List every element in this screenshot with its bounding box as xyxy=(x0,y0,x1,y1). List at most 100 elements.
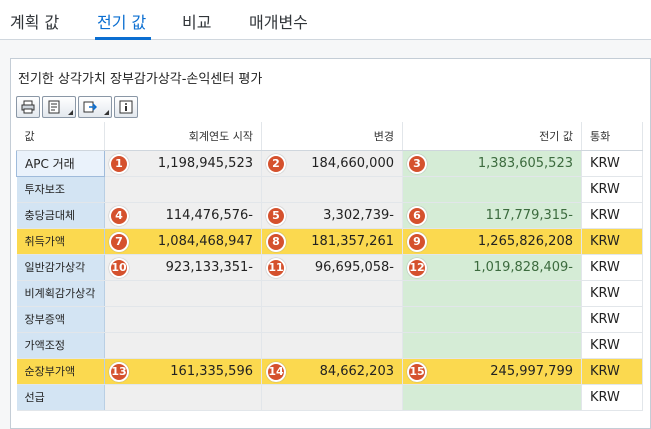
currency-cell[interactable]: KRW xyxy=(581,332,643,359)
table-row[interactable]: 취득가액 7 1,084,468,947 8 181,357,261 9 1,265,826… xyxy=(16,228,643,255)
dropdown-arrow-icon xyxy=(68,110,73,115)
layout-icon xyxy=(48,100,60,114)
change-cell[interactable] xyxy=(261,332,403,359)
table-row[interactable]: 투자보조 KRW xyxy=(16,176,643,203)
currency-cell-text: KRW xyxy=(590,285,620,301)
posted-value-cell[interactable]: 15 245,997,799 xyxy=(402,358,582,385)
print-icon xyxy=(21,100,35,114)
posted-value-cell[interactable] xyxy=(402,176,582,203)
fiscal-start-cell[interactable]: 13 161,335,596 xyxy=(104,358,262,385)
currency-cell[interactable]: KRW xyxy=(581,358,643,385)
posted-value-cell[interactable]: 9 1,265,826,208 xyxy=(402,228,582,255)
table-row[interactable]: 충당금대체 4 114,476,576- 5 3,302,739- 6 117,779,31… xyxy=(16,202,643,229)
change-cell[interactable]: 8 181,357,261 xyxy=(261,228,403,255)
row-label[interactable]: 비계획감가상각 xyxy=(16,280,105,307)
callout-number-badge: 7 xyxy=(109,231,129,252)
column-header-fiscal-start[interactable]: 회계연도 시작 xyxy=(104,122,262,151)
info-button[interactable] xyxy=(114,96,138,118)
change-cell[interactable] xyxy=(261,384,403,411)
currency-cell-text: KRW xyxy=(590,259,620,275)
row-label[interactable]: APC 거래 xyxy=(16,149,105,177)
change-cell[interactable]: 11 96,695,058- xyxy=(261,254,403,281)
row-label[interactable]: 가액조정 xyxy=(16,332,105,359)
table-row[interactable]: 장부증액 KRW xyxy=(16,306,643,333)
tab-comparison[interactable]: 비교 xyxy=(182,13,212,32)
change-cell[interactable]: 2 184,660,000 xyxy=(261,150,403,177)
posted-values-panel: 전기한 상각가치 장부감가상각-손익센터 평가 xyxy=(10,58,651,429)
export-button[interactable] xyxy=(78,96,112,118)
callout-number-badge: 14 xyxy=(266,361,286,382)
row-label-text: 취득가액 xyxy=(24,235,65,248)
currency-cell[interactable]: KRW xyxy=(581,176,643,203)
fiscal-start-cell[interactable]: 4 114,476,576- xyxy=(104,202,262,229)
posted-value-cell[interactable] xyxy=(402,384,582,411)
callout-number-badge: 10 xyxy=(109,257,129,278)
change-cell[interactable] xyxy=(261,280,403,307)
change-cell[interactable]: 14 84,662,203 xyxy=(261,358,403,385)
row-label[interactable]: 장부증액 xyxy=(16,306,105,333)
posted-value-cell-text: 117,779,315- xyxy=(485,207,573,223)
currency-cell[interactable]: KRW xyxy=(581,306,643,333)
table-row[interactable]: 가액조정 KRW xyxy=(16,332,643,359)
currency-cell[interactable]: KRW xyxy=(581,150,643,177)
change-cell-text: 84,662,203 xyxy=(319,363,394,379)
export-icon xyxy=(83,101,97,113)
row-label-text: 충당금대체 xyxy=(24,209,76,222)
row-label-text: 일반감가상각 xyxy=(24,261,86,274)
tab-posted-values[interactable]: 전기 값 xyxy=(97,13,147,32)
column-header-change[interactable]: 변경 xyxy=(261,122,403,151)
callout-number-badge: 15 xyxy=(407,361,427,382)
currency-cell[interactable]: KRW xyxy=(581,254,643,281)
table-row[interactable]: 순장부가액 13 161,335,596 14 84,662,203 15 245,997,… xyxy=(16,358,643,385)
posted-value-cell[interactable] xyxy=(402,306,582,333)
row-label[interactable]: 일반감가상각 xyxy=(16,254,105,281)
callout-number-badge: 3 xyxy=(407,153,427,174)
table-row[interactable]: 비계획감가상각 KRW xyxy=(16,280,643,307)
print-button[interactable] xyxy=(16,96,40,118)
posted-value-cell[interactable] xyxy=(402,280,582,307)
fiscal-start-cell[interactable] xyxy=(104,384,262,411)
row-label[interactable]: 투자보조 xyxy=(16,176,105,203)
posted-value-cell[interactable]: 3 1,383,605,523 xyxy=(402,150,582,177)
change-cell-text: 181,357,261 xyxy=(311,233,394,249)
fiscal-start-cell[interactable] xyxy=(104,280,262,307)
callout-number-badge: 1 xyxy=(109,153,129,174)
change-cell[interactable]: 5 3,302,739- xyxy=(261,202,403,229)
posted-value-cell[interactable]: 12 1,019,828,409- xyxy=(402,254,582,281)
column-header-value-type[interactable]: 값 xyxy=(16,122,105,151)
posted-value-cell[interactable] xyxy=(402,332,582,359)
currency-cell[interactable]: KRW xyxy=(581,228,643,255)
fiscal-start-cell-text: 1,198,945,523 xyxy=(157,155,253,171)
column-header-posted-value[interactable]: 전기 값 xyxy=(402,122,582,151)
currency-cell[interactable]: KRW xyxy=(581,280,643,307)
currency-cell[interactable]: KRW xyxy=(581,384,643,411)
table-row[interactable]: 일반감가상각 10 923,133,351- 11 96,695,058- 12 1,019… xyxy=(16,254,643,281)
tab-parameters[interactable]: 매개변수 xyxy=(249,13,308,32)
row-label[interactable]: 선급 xyxy=(16,384,105,411)
fiscal-start-cell[interactable]: 1 1,198,945,523 xyxy=(104,150,262,177)
currency-cell-text: KRW xyxy=(590,181,620,197)
fiscal-start-cell[interactable] xyxy=(104,176,262,203)
callout-number-badge: 6 xyxy=(407,205,427,226)
row-label[interactable]: 순장부가액 xyxy=(16,358,105,385)
row-label[interactable]: 취득가액 xyxy=(16,228,105,255)
fiscal-start-cell[interactable]: 10 923,133,351- xyxy=(104,254,262,281)
fiscal-start-cell[interactable] xyxy=(104,332,262,359)
info-icon xyxy=(119,100,133,114)
row-label[interactable]: 충당금대체 xyxy=(16,202,105,229)
currency-cell[interactable]: KRW xyxy=(581,202,643,229)
change-cell[interactable] xyxy=(261,306,403,333)
row-label-text: 장부증액 xyxy=(24,313,65,326)
change-cell[interactable] xyxy=(261,176,403,203)
table-row[interactable]: APC 거래 1 1,198,945,523 2 184,660,000 3 1,383,6… xyxy=(16,149,643,177)
panel-title: 전기한 상각가치 장부감가상각-손익센터 평가 xyxy=(18,72,263,87)
dropdown-arrow-icon xyxy=(104,110,109,115)
fiscal-start-cell[interactable]: 7 1,084,468,947 xyxy=(104,228,262,255)
layout-button[interactable] xyxy=(42,96,76,118)
posted-value-cell[interactable]: 6 117,779,315- xyxy=(402,202,582,229)
table-row[interactable]: 선급 KRW xyxy=(16,384,643,411)
fiscal-start-cell[interactable] xyxy=(104,306,262,333)
callout-number-badge: 13 xyxy=(109,361,129,382)
tab-planned-values[interactable]: 계획 값 xyxy=(10,13,60,32)
column-header-currency[interactable]: 통화 xyxy=(581,122,643,151)
